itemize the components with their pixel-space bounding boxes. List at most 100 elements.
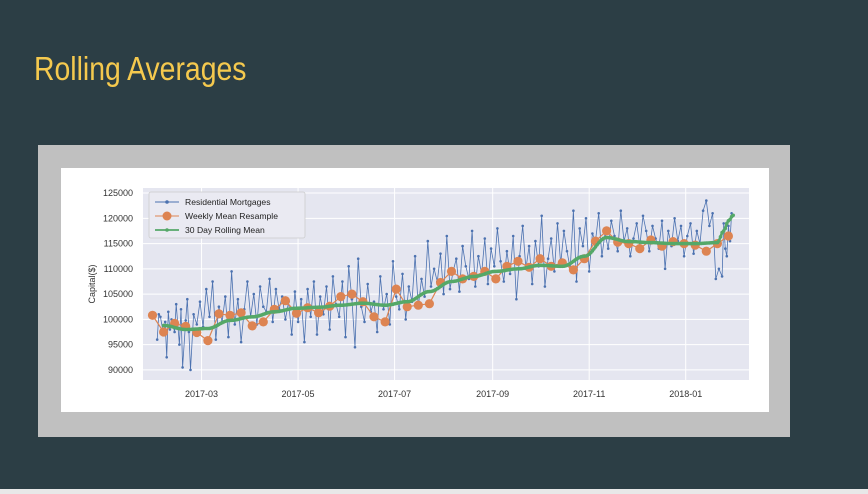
data-point	[543, 285, 547, 288]
data-point	[584, 217, 588, 220]
data-point	[363, 320, 366, 324]
data-point	[315, 333, 319, 336]
data-point	[423, 295, 426, 298]
legend-item: 30 Day Rolling Mean	[155, 225, 265, 235]
x-tick-label: 2017-03	[185, 389, 218, 399]
data-point	[458, 290, 461, 293]
data-point	[274, 287, 278, 291]
data-point	[284, 318, 287, 321]
data-point	[556, 222, 559, 225]
data-point	[290, 333, 293, 336]
data-point	[720, 275, 724, 278]
data-point	[157, 313, 161, 316]
data-point	[496, 227, 499, 230]
data-point	[562, 229, 566, 233]
data-point	[714, 277, 718, 281]
data-point	[641, 214, 645, 218]
data-point	[303, 340, 306, 344]
data-point	[184, 319, 187, 322]
data-point	[331, 275, 335, 278]
x-tick-label: 2017-07	[378, 389, 411, 399]
data-point	[534, 239, 537, 243]
data-point	[268, 277, 271, 281]
data-point	[515, 297, 518, 301]
data-point	[513, 256, 523, 266]
data-point	[689, 222, 692, 225]
data-point	[610, 219, 613, 223]
data-point	[575, 280, 578, 283]
data-point	[252, 292, 256, 296]
data-point	[280, 296, 290, 306]
data-point	[549, 237, 553, 240]
data-point	[521, 224, 524, 228]
y-tick-label: 95000	[108, 340, 133, 350]
slide-title: Rolling Averages	[34, 50, 247, 87]
data-point	[306, 287, 309, 291]
data-point	[372, 300, 376, 303]
data-point	[511, 234, 515, 238]
data-point	[724, 247, 727, 250]
data-point	[432, 267, 436, 271]
data-point	[723, 226, 728, 231]
data-point	[578, 227, 581, 230]
data-point	[195, 323, 199, 326]
data-point	[341, 280, 344, 283]
data-point	[597, 212, 600, 215]
data-point	[493, 265, 496, 268]
data-point	[420, 277, 423, 281]
data-point	[391, 284, 401, 294]
y-axis-label: Capital($)	[87, 264, 97, 303]
y-tick-label: 125000	[103, 188, 133, 198]
data-point	[679, 224, 683, 228]
legend: Residential Mortgages Weekly Mean Resampl…	[148, 191, 306, 239]
data-point	[271, 320, 274, 324]
data-point	[445, 234, 449, 238]
data-point	[337, 315, 341, 319]
data-point	[635, 244, 645, 254]
data-point	[225, 310, 235, 320]
data-point	[398, 308, 401, 311]
data-point	[181, 366, 184, 369]
data-point	[505, 249, 509, 253]
data-point	[625, 227, 629, 230]
x-tick-label: 2017-09	[476, 389, 509, 399]
x-tick-label: 2017-05	[282, 389, 315, 399]
data-point	[535, 254, 545, 264]
y-tick-label: 120000	[103, 213, 133, 223]
data-point	[258, 285, 262, 288]
data-point	[347, 265, 351, 268]
data-point	[723, 231, 734, 241]
data-point	[147, 310, 158, 320]
data-point	[553, 270, 556, 273]
data-point	[382, 308, 385, 311]
data-point	[293, 290, 297, 293]
data-point	[165, 356, 168, 359]
data-point	[470, 229, 474, 233]
data-point	[401, 272, 404, 276]
legend-label: Weekly Mean Resample	[185, 211, 278, 221]
data-point	[502, 280, 506, 283]
data-point	[179, 308, 183, 311]
data-point	[587, 270, 591, 273]
data-point	[701, 209, 705, 212]
data-point	[644, 229, 648, 233]
data-point	[413, 254, 417, 258]
data-point	[581, 244, 585, 248]
data-point	[613, 234, 616, 238]
data-point	[660, 219, 664, 223]
data-point	[353, 345, 357, 349]
data-point	[491, 274, 501, 284]
data-point	[731, 213, 735, 218]
data-point	[448, 287, 452, 291]
data-point	[159, 327, 169, 337]
data-point	[725, 221, 729, 226]
data-point	[404, 318, 408, 321]
y-tick-label: 115000	[104, 239, 133, 249]
data-point	[717, 239, 721, 243]
data-point	[692, 252, 695, 255]
data-point	[686, 234, 689, 238]
data-point	[262, 305, 265, 308]
data-point	[203, 336, 213, 346]
legend-swatch-marker	[165, 200, 169, 204]
